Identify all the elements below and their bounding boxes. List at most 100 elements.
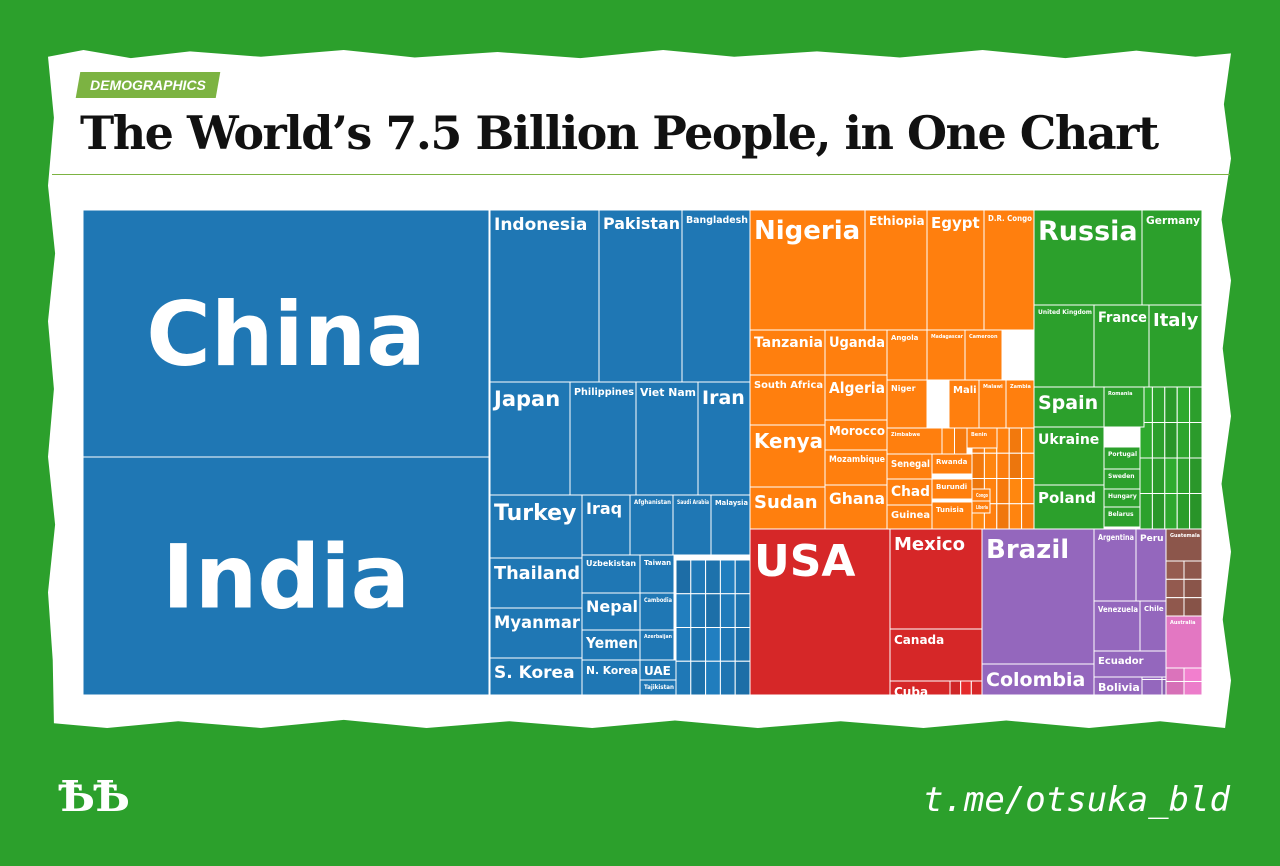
treemap-small-country-cell[interactable] xyxy=(690,627,707,662)
treemap-cell-morocco[interactable] xyxy=(824,419,888,451)
treemap-cell-mozambique[interactable] xyxy=(824,449,888,486)
treemap-cell-cuba[interactable] xyxy=(889,680,951,696)
treemap-cell-madagascar[interactable] xyxy=(926,329,966,381)
treemap-small-country-cell[interactable] xyxy=(1165,681,1185,696)
treemap-cell-usa[interactable] xyxy=(749,528,891,696)
treemap-small-country-cell[interactable] xyxy=(1021,478,1035,505)
treemap-cell-zimbabwe[interactable] xyxy=(886,427,943,455)
treemap-small-country-cell[interactable] xyxy=(734,559,751,595)
treemap-small-country-cell[interactable] xyxy=(1176,386,1191,423)
treemap-cell-romania[interactable] xyxy=(1103,386,1145,428)
treemap-small-country-cell[interactable] xyxy=(983,452,998,479)
treemap-small-country-cell[interactable] xyxy=(996,478,1010,505)
treemap-small-country-cell[interactable] xyxy=(690,559,707,595)
treemap-cell-zambia[interactable] xyxy=(1005,379,1035,429)
treemap-cell-niger[interactable] xyxy=(886,379,928,429)
treemap-small-country-cell[interactable] xyxy=(941,427,955,455)
treemap-small-country-cell[interactable] xyxy=(690,593,707,628)
treemap-cell-spain[interactable] xyxy=(1033,386,1105,428)
treemap-cell-n-korea[interactable] xyxy=(581,659,641,696)
treemap-small-country-cell[interactable] xyxy=(1139,457,1153,494)
treemap-cell-france[interactable] xyxy=(1093,304,1150,388)
treemap-small-country-cell[interactable] xyxy=(1176,422,1191,459)
treemap-small-country-cell[interactable] xyxy=(1189,457,1203,494)
treemap-small-country-cell[interactable] xyxy=(1139,422,1153,459)
treemap-small-country-cell[interactable] xyxy=(1021,427,1035,454)
treemap-cell-china[interactable] xyxy=(82,209,490,458)
treemap-small-country-cell[interactable] xyxy=(949,680,962,696)
treemap-small-country-cell[interactable] xyxy=(734,627,751,662)
treemap-cell-australia[interactable] xyxy=(1165,615,1203,669)
treemap-cell-benin[interactable] xyxy=(966,427,998,449)
treemap-small-country-cell[interactable] xyxy=(1141,679,1163,696)
treemap-cell-nepal[interactable] xyxy=(581,592,641,631)
treemap-small-country-cell[interactable] xyxy=(1165,597,1185,617)
treemap-small-country-cell[interactable] xyxy=(1008,478,1023,505)
treemap-cell-germany[interactable] xyxy=(1141,209,1203,306)
treemap-cell-s-korea[interactable] xyxy=(489,657,583,696)
treemap-small-country-cell[interactable] xyxy=(1165,667,1185,682)
treemap-cell-india[interactable] xyxy=(82,456,490,696)
treemap-small-country-cell[interactable] xyxy=(719,627,736,662)
treemap-small-country-cell[interactable] xyxy=(1008,427,1023,454)
treemap-small-country-cell[interactable] xyxy=(1164,493,1178,530)
treemap-small-country-cell[interactable] xyxy=(705,627,721,662)
treemap-small-country-cell[interactable] xyxy=(734,660,751,696)
treemap-small-country-cell[interactable] xyxy=(675,559,692,595)
treemap-small-country-cell[interactable] xyxy=(1139,493,1153,530)
treemap-small-country-cell[interactable] xyxy=(971,452,985,479)
treemap-small-country-cell[interactable] xyxy=(1164,457,1178,494)
treemap-cell-mali[interactable] xyxy=(948,379,980,429)
treemap-small-country-cell[interactable] xyxy=(1189,422,1203,459)
treemap-cell-italy[interactable] xyxy=(1148,304,1203,388)
treemap-cell-d-r-congo[interactable] xyxy=(983,209,1035,331)
treemap-cell-pakistan[interactable] xyxy=(598,209,683,383)
treemap-small-country-cell[interactable] xyxy=(1021,503,1035,530)
treemap-cell-malaysia[interactable] xyxy=(710,494,751,556)
treemap-cell-bangladesh[interactable] xyxy=(681,209,751,383)
treemap-small-country-cell[interactable] xyxy=(996,503,1010,530)
treemap-small-country-cell[interactable] xyxy=(675,627,692,662)
treemap-small-country-cell[interactable] xyxy=(1189,386,1203,423)
treemap-cell-uganda[interactable] xyxy=(824,329,888,376)
treemap-cell-indonesia[interactable] xyxy=(489,209,600,383)
treemap-cell-poland[interactable] xyxy=(1033,484,1105,530)
treemap-small-country-cell[interactable] xyxy=(1183,597,1203,617)
treemap-cell-azerbaijan[interactable] xyxy=(639,629,675,661)
treemap-cell-colombia[interactable] xyxy=(981,663,1095,696)
treemap-small-country-cell[interactable] xyxy=(1176,493,1191,530)
treemap-small-country-cell[interactable] xyxy=(719,559,736,595)
treemap-small-country-cell[interactable] xyxy=(690,660,707,696)
treemap-small-country-cell[interactable] xyxy=(705,593,721,628)
treemap-cell-venezuela[interactable] xyxy=(1093,600,1141,652)
treemap-cell-saudi-arabia[interactable] xyxy=(672,494,712,556)
treemap-small-country-cell[interactable] xyxy=(1151,422,1166,459)
treemap-small-country-cell[interactable] xyxy=(719,660,736,696)
treemap-small-country-cell[interactable] xyxy=(1021,452,1035,479)
treemap-cell-south-africa[interactable] xyxy=(749,374,826,426)
treemap-cell-tajikistan[interactable] xyxy=(639,679,677,696)
treemap-small-country-cell[interactable] xyxy=(1176,457,1191,494)
treemap-cell-sudan[interactable] xyxy=(749,486,826,530)
treemap-small-country-cell[interactable] xyxy=(1183,667,1203,682)
treemap-cell-algeria[interactable] xyxy=(824,374,888,421)
treemap-small-country-cell[interactable] xyxy=(996,452,1010,479)
treemap-cell-ukraine[interactable] xyxy=(1033,426,1105,486)
treemap-small-country-cell[interactable] xyxy=(675,660,692,696)
treemap-small-country-cell[interactable] xyxy=(1183,578,1203,599)
treemap-small-country-cell[interactable] xyxy=(1164,386,1178,423)
treemap-small-country-cell[interactable] xyxy=(705,660,721,696)
treemap-small-country-cell[interactable] xyxy=(1151,493,1166,530)
treemap-cell-bolivia[interactable] xyxy=(1093,676,1143,696)
treemap-cell-argentina[interactable] xyxy=(1093,528,1137,602)
treemap-small-country-cell[interactable] xyxy=(1151,457,1166,494)
treemap-small-country-cell[interactable] xyxy=(719,593,736,628)
treemap-cell-angola[interactable] xyxy=(886,329,928,381)
treemap-cell-brazil[interactable] xyxy=(981,528,1095,665)
treemap-small-country-cell[interactable] xyxy=(1008,503,1023,530)
treemap-small-country-cell[interactable] xyxy=(1183,681,1203,696)
treemap-cell-tunisia[interactable] xyxy=(931,501,973,530)
treemap-small-country-cell[interactable] xyxy=(1189,493,1203,530)
treemap-cell-thailand[interactable] xyxy=(489,557,583,609)
treemap-cell-united-kingdom[interactable] xyxy=(1033,304,1095,388)
